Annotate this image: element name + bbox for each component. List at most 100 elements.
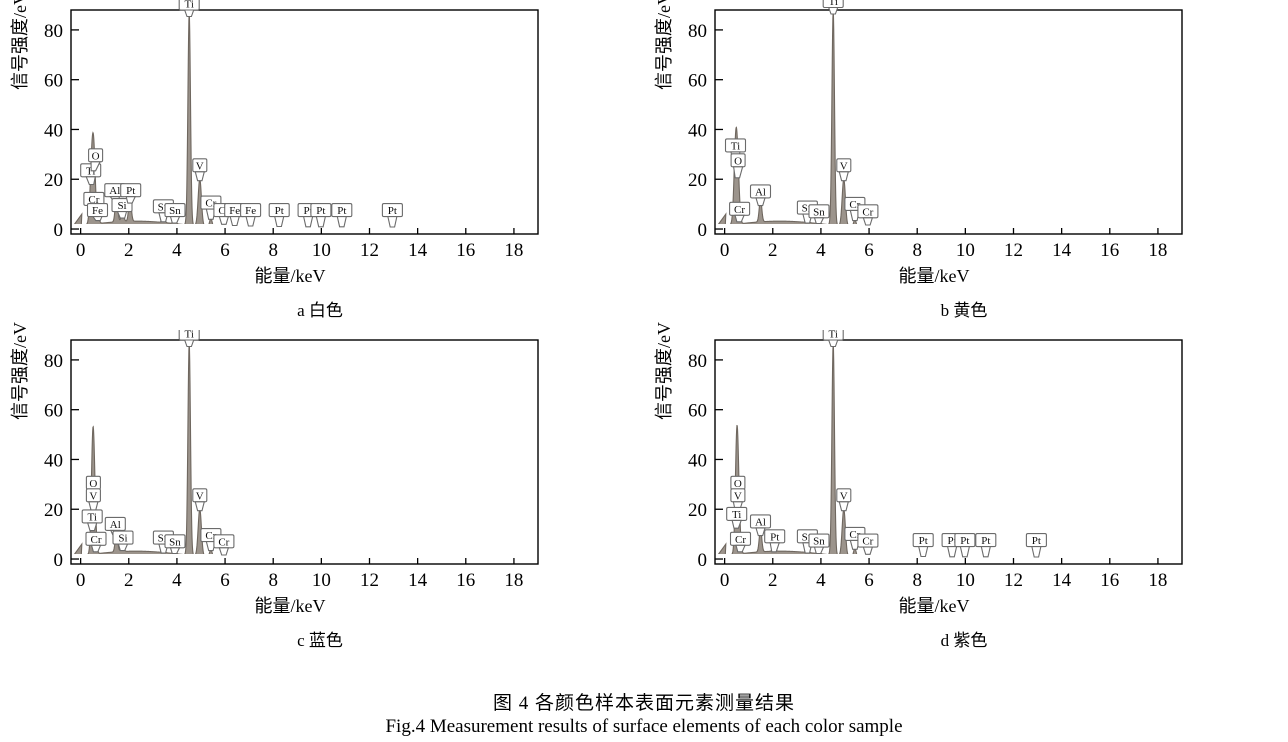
svg-text:Cr: Cr xyxy=(205,198,216,210)
x-tick-label-a-6: 6 xyxy=(220,240,230,261)
svg-text:Pt: Pt xyxy=(388,205,397,217)
svg-text:Ti: Ti xyxy=(184,330,193,341)
x-tick-label-d-2: 2 xyxy=(768,570,778,591)
x-tick-label-a-18: 18 xyxy=(504,240,523,261)
spectrum-trace-d xyxy=(718,343,857,554)
peak-label-a-pt-17: Pt xyxy=(310,203,332,228)
x-tick-label-a-14: 14 xyxy=(408,240,428,261)
subcaption-a: a 白色 xyxy=(297,301,343,320)
y-tick-label-b-20: 20 xyxy=(688,170,707,191)
peak-label-a-pt-15: Pt xyxy=(268,203,290,228)
svg-text:Cr: Cr xyxy=(849,529,860,541)
svg-text:V: V xyxy=(840,160,848,172)
x-axis-label-b: 能量/keV xyxy=(898,266,970,286)
x-tick-label-d-18: 18 xyxy=(1148,570,1167,591)
x-tick-label-a-8: 8 xyxy=(268,240,278,261)
svg-text:Pt: Pt xyxy=(1032,535,1041,547)
peak-label-c-cr-3: Cr xyxy=(85,531,107,553)
svg-text:Pt: Pt xyxy=(275,205,284,217)
svg-text:Cr: Cr xyxy=(218,205,229,217)
svg-text:Cr: Cr xyxy=(849,199,860,211)
peak-label-d-ti-8: Ti xyxy=(822,330,844,348)
svg-text:Al: Al xyxy=(109,185,120,197)
y-tick-label-a-20: 20 xyxy=(44,170,63,191)
x-tick-label-c-0: 0 xyxy=(76,570,86,591)
axes-frame-b xyxy=(714,9,1183,235)
peak-label-c-si-5: Si xyxy=(112,530,134,552)
spectrum-outline-b xyxy=(717,11,858,224)
svg-text:V: V xyxy=(734,490,742,502)
peak-label-b-o-1: O xyxy=(730,153,746,179)
y-tick-label-b-0: 0 xyxy=(698,220,708,241)
peak-label-d-pt-12: Pt xyxy=(912,533,934,558)
peak-label-d-v-9: V xyxy=(836,488,852,512)
x-tick-label-c-10: 10 xyxy=(312,570,331,591)
spectrum-chart-a: 024681012141618020406080TiOCrFeAlSiPtSnS… xyxy=(44,0,539,261)
y-tick-label-d-40: 40 xyxy=(688,450,707,471)
plot-area-c: 0 2 4 6 8 10 12 14 16 18 0 20 40 60 80 O V Ti Cr Al Si Sn Sn Ti… xyxy=(0,330,600,630)
peak-label-d-cr-11: Cr xyxy=(857,533,879,555)
x-tick-label-c-4: 4 xyxy=(172,570,182,591)
svg-text:Ti: Ti xyxy=(87,511,96,523)
svg-text:Si: Si xyxy=(117,200,126,212)
x-tick-label-a-2: 2 xyxy=(124,240,134,261)
x-tick-label-d-14: 14 xyxy=(1052,570,1072,591)
x-tick-label-b-14: 14 xyxy=(1052,240,1072,261)
y-tick-label-d-80: 80 xyxy=(688,351,707,372)
y-tick-label-c-40: 40 xyxy=(44,450,63,471)
peak-label-b-ti-6: Ti xyxy=(822,0,844,15)
x-axis-label-d: 能量/keV xyxy=(898,596,970,616)
peak-label-a-v-10: V xyxy=(192,158,208,182)
spectrum-trace-a xyxy=(74,13,213,224)
peak-label-b-cr-2: Cr xyxy=(729,201,751,223)
x-tick-label-c-16: 16 xyxy=(456,570,475,591)
svg-text:Al: Al xyxy=(755,516,766,528)
spectrum-outline-c xyxy=(73,343,214,554)
subcaption-d: d 紫色 xyxy=(940,631,988,650)
svg-text:Ti: Ti xyxy=(731,140,740,152)
y-tick-label-a-60: 60 xyxy=(44,71,63,92)
x-tick-label-a-12: 12 xyxy=(360,240,379,261)
peak-label-c-v-1: V xyxy=(85,488,101,512)
svg-text:V: V xyxy=(840,490,848,502)
peak-label-a-pt-18: Pt xyxy=(331,203,353,228)
svg-text:V: V xyxy=(89,490,97,502)
subcaption-b: b 黄色 xyxy=(940,301,988,320)
svg-text:Pt: Pt xyxy=(960,535,969,547)
svg-text:Sn: Sn xyxy=(169,536,181,548)
peak-label-d-cr-3: Cr xyxy=(729,531,752,553)
peak-label-c-ti-2: Ti xyxy=(81,509,103,532)
svg-text:O: O xyxy=(734,478,742,490)
peak-label-c-ti-8: Ti xyxy=(178,330,200,348)
x-tick-label-b-4: 4 xyxy=(816,240,826,261)
svg-text:Sn: Sn xyxy=(169,205,181,217)
svg-text:O: O xyxy=(89,478,97,490)
svg-text:Pt: Pt xyxy=(304,205,313,217)
y-tick-label-b-60: 60 xyxy=(688,71,707,92)
svg-text:Ti: Ti xyxy=(828,330,837,341)
peak-label-d-pt-16: Pt xyxy=(1025,533,1047,558)
peak-label-a-fe-3: Fe xyxy=(86,203,109,222)
x-tick-label-a-0: 0 xyxy=(76,240,86,261)
x-tick-label-b-0: 0 xyxy=(720,240,730,261)
x-tick-label-b-12: 12 xyxy=(1004,240,1023,261)
axes-frame-a xyxy=(70,9,539,235)
axes-frame-d xyxy=(714,339,1183,565)
y-tick-label-d-60: 60 xyxy=(688,401,707,422)
x-tick-label-c-12: 12 xyxy=(360,570,379,591)
peak-label-c-v-9: V xyxy=(192,488,208,512)
peak-label-a-sn-8: Sn xyxy=(164,203,186,224)
y-tick-label-d-20: 20 xyxy=(688,500,707,521)
peak-label-d-pt-15: Pt xyxy=(975,533,997,558)
spectrum-trace-b xyxy=(718,11,857,224)
y-tick-label-a-80: 80 xyxy=(44,21,63,42)
y-tick-label-b-40: 40 xyxy=(688,120,707,141)
svg-text:Cr: Cr xyxy=(862,536,873,548)
y-tick-label-d-0: 0 xyxy=(698,550,708,571)
svg-text:Pt: Pt xyxy=(770,531,779,543)
svg-text:V: V xyxy=(196,490,204,502)
